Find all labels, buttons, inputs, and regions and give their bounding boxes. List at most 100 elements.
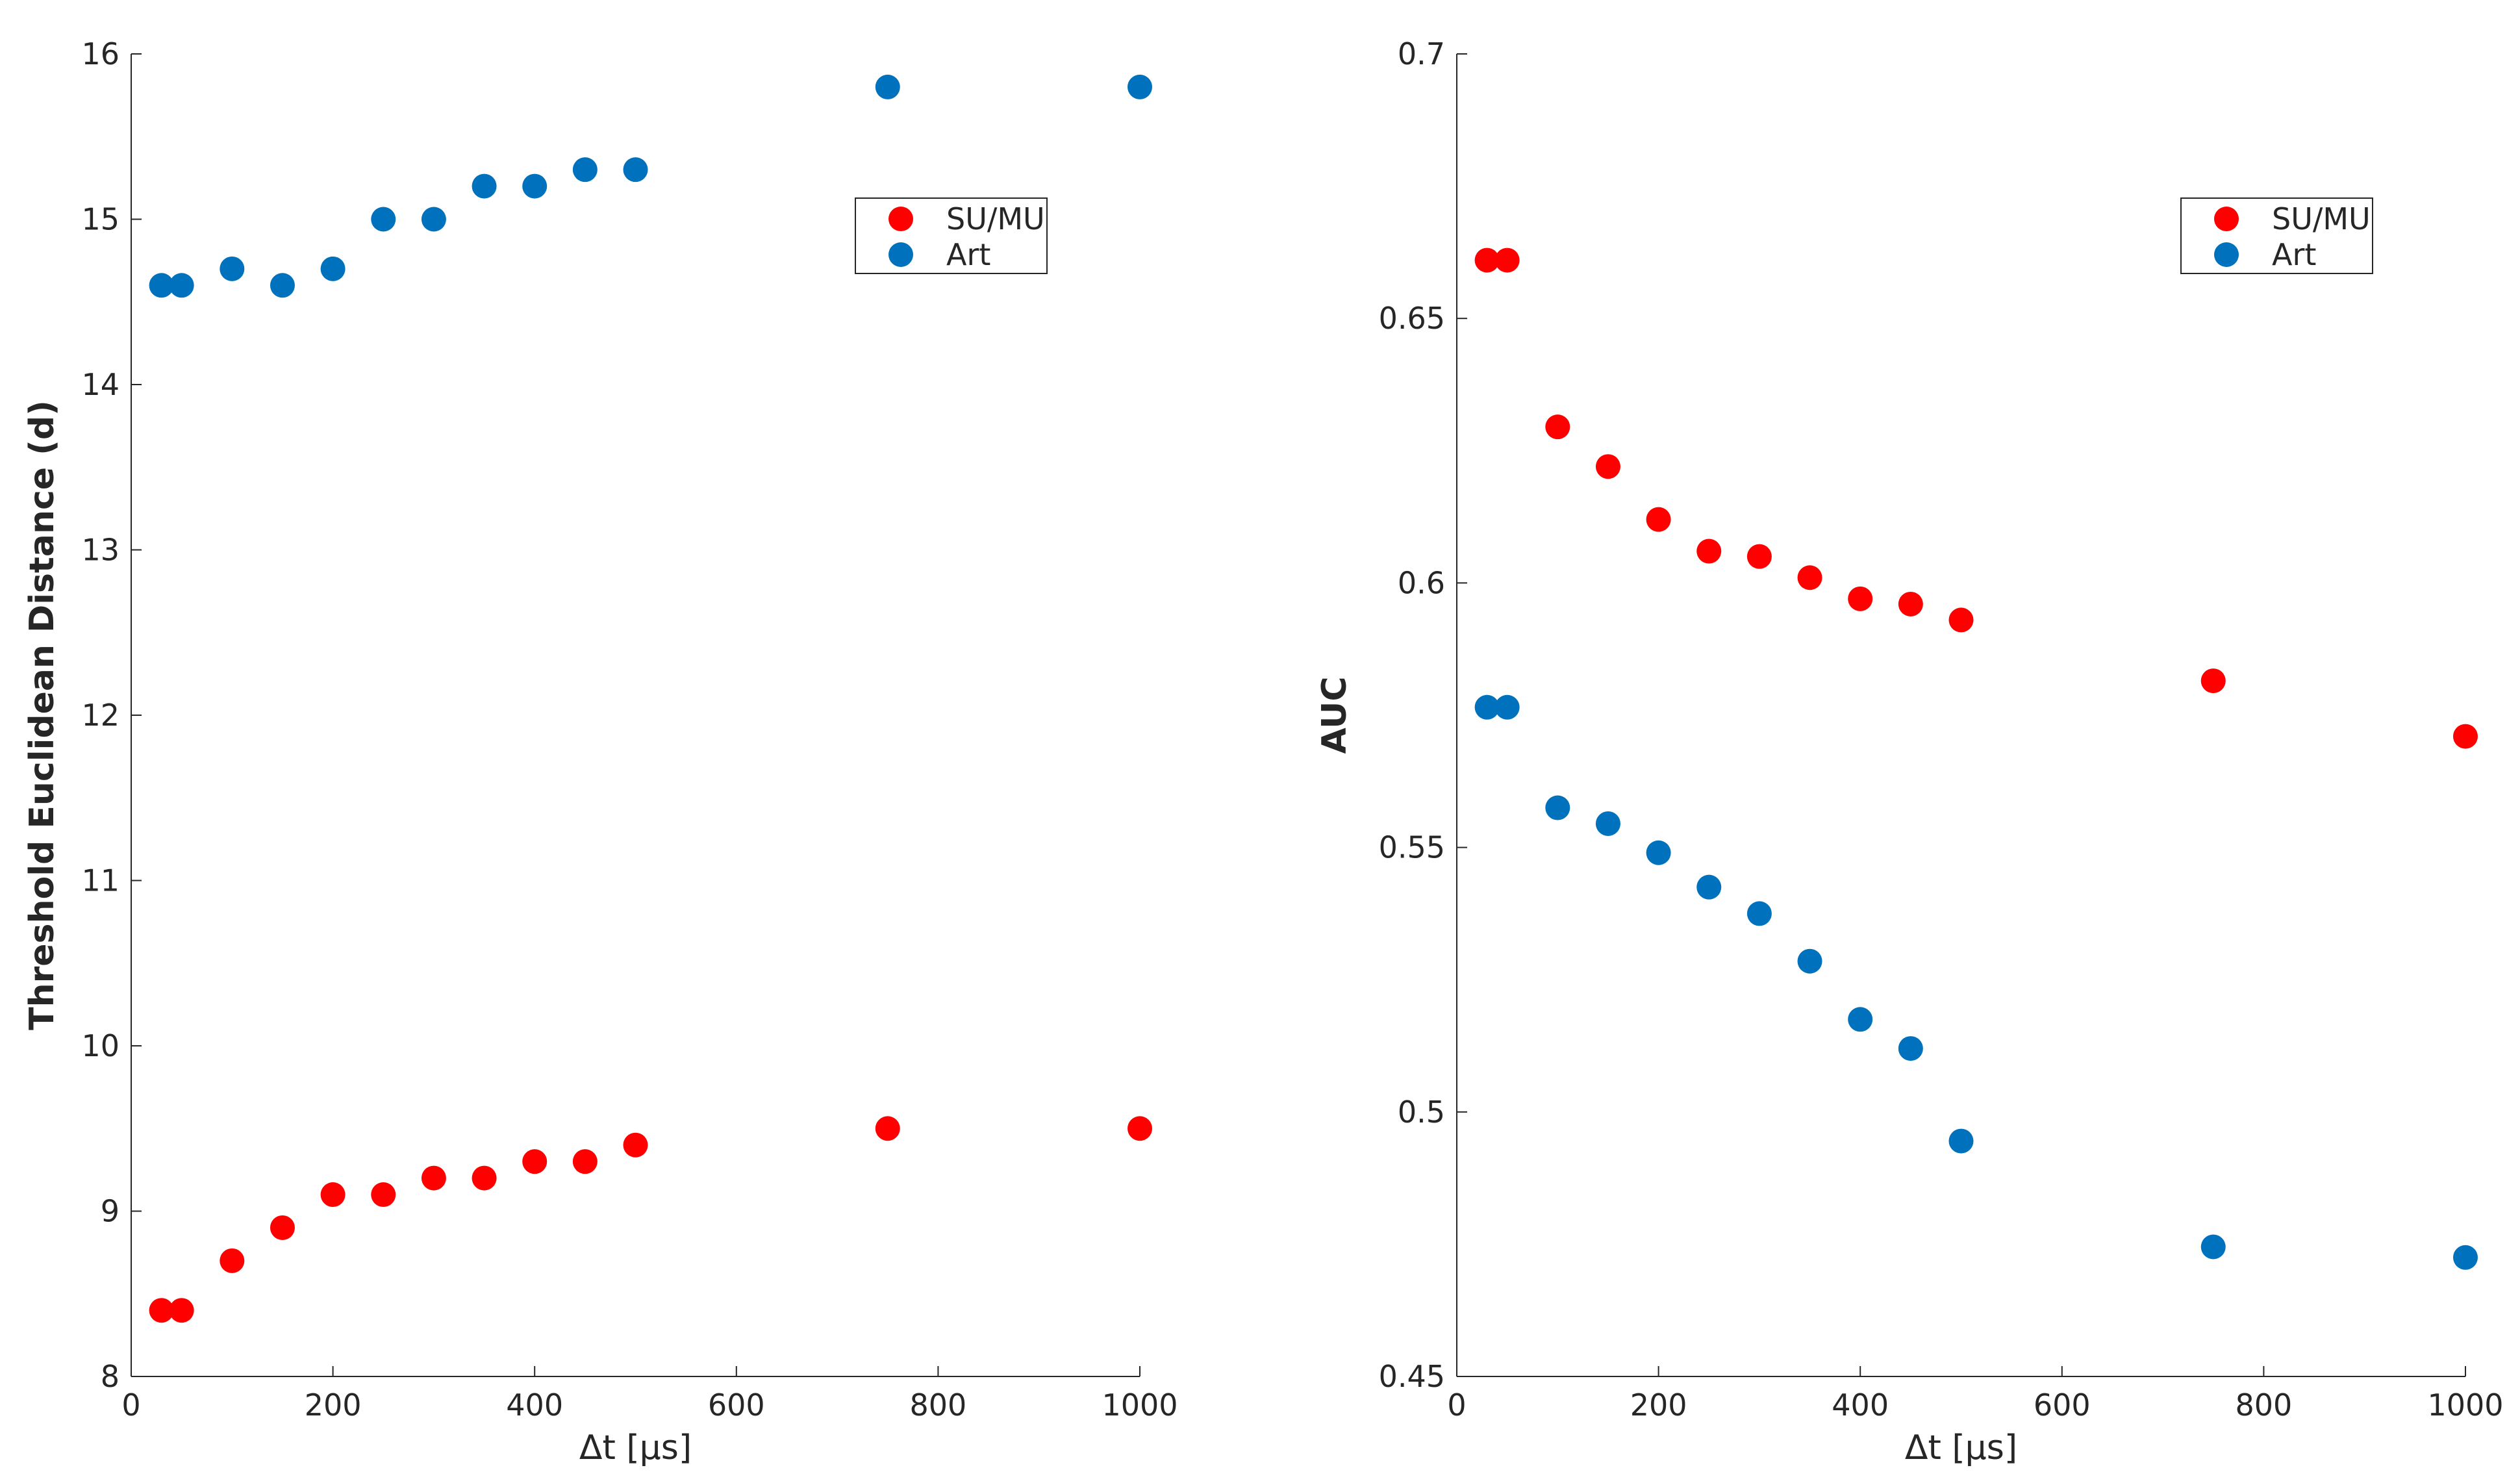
x-tick-label: 600 [2034, 1388, 2091, 1423]
data-point [371, 207, 396, 232]
y-axis-label: Threshold Euclidean Distance (d) [23, 400, 62, 1030]
data-point [1746, 544, 1772, 569]
data-point [1128, 1116, 1152, 1141]
x-tick-label: 800 [2235, 1388, 2292, 1423]
data-point [472, 173, 497, 199]
x-tick-label: 0 [1447, 1388, 1466, 1423]
data-point [623, 1132, 648, 1158]
data-point [1474, 694, 1500, 720]
data-point [572, 1149, 598, 1174]
y-tick-label: 0.45 [1379, 1359, 1445, 1394]
x-tick-label: 200 [305, 1388, 362, 1423]
y-tick-label: 8 [101, 1359, 120, 1394]
series-art [1474, 694, 2478, 1270]
x-tick-label: 800 [909, 1388, 966, 1423]
data-point [1948, 607, 1974, 633]
data-point [421, 207, 446, 232]
legend-entry: Art [2272, 237, 2316, 272]
data-point [1595, 811, 1620, 836]
data-point [1474, 247, 1500, 273]
legend-entry: SU/MU [2272, 201, 2371, 236]
data-point [169, 273, 194, 298]
data-point [1696, 539, 1722, 564]
series-art [149, 74, 1152, 298]
data-point [1494, 247, 1520, 273]
x-axis-label: Δt [µs] [579, 1428, 692, 1467]
data-point [2200, 668, 2226, 694]
x-tick-label: 400 [506, 1388, 563, 1423]
legend-box [2180, 197, 2373, 274]
data-point [270, 1215, 295, 1240]
data-point [1746, 901, 1772, 926]
series-su-mu [1474, 247, 2478, 749]
data-point [472, 1165, 497, 1191]
x-tick-label: 600 [708, 1388, 765, 1423]
data-point [320, 1182, 346, 1208]
data-point [1797, 565, 1822, 590]
data-point [1948, 1128, 1974, 1154]
data-point [1898, 1036, 1923, 1061]
data-point [623, 157, 648, 183]
y-axis-label: AUC [1315, 676, 1354, 754]
y-tick-label: 10 [81, 1028, 120, 1063]
data-point [1545, 414, 1570, 440]
chart-panel-2: 0 200 400 600 800 1000 0.45 0.5 0.55 0.6 0.65 0.7 Δt… [1315, 36, 2504, 1467]
data-point [169, 1298, 194, 1323]
data-point [421, 1165, 446, 1191]
data-point [1595, 454, 1620, 479]
x-tick-label: 0 [121, 1388, 140, 1423]
data-point [149, 1298, 174, 1323]
legend-entry: Art [946, 237, 990, 272]
data-point [371, 1182, 396, 1208]
data-point [572, 157, 598, 183]
x-tick-label: 1000 [1102, 1388, 1178, 1423]
data-point [875, 1116, 900, 1141]
y-tick-label: 14 [81, 367, 120, 402]
data-point [220, 1248, 245, 1273]
legend-marker [888, 242, 913, 267]
data-point [2200, 1234, 2226, 1260]
data-point [320, 256, 346, 281]
data-point [1545, 795, 1570, 820]
data-point [1848, 1007, 1873, 1032]
data-point [1898, 591, 1923, 616]
y-tick-label: 15 [81, 202, 120, 237]
y-tick-label: 0.55 [1379, 830, 1445, 865]
y-tick-label: 13 [81, 533, 120, 568]
data-point [2453, 1245, 2478, 1270]
data-point [1646, 507, 1671, 532]
data-point [875, 74, 900, 99]
y-tick-label: 0.65 [1379, 301, 1445, 336]
chart-panel-1: 0 200 400 600 800 1000 8 9 10 11 12 13 14 15 16 Δt [µs]… [23, 36, 1178, 1467]
legend-marker [888, 207, 913, 231]
legend-box [855, 197, 1048, 274]
x-tick-label: 200 [1630, 1388, 1687, 1423]
x-tick-label: 400 [1832, 1388, 1889, 1423]
y-tick-label: 16 [81, 36, 120, 71]
y-tick-label: 0.6 [1398, 565, 1445, 600]
data-point [270, 273, 295, 298]
y-tick-label: 9 [101, 1194, 120, 1229]
data-point [1646, 840, 1671, 865]
data-point [1128, 74, 1152, 99]
data-point [1696, 874, 1722, 900]
data-point [220, 256, 245, 281]
data-point [1494, 694, 1520, 720]
legend-entry: SU/MU [946, 201, 1045, 236]
x-axis-label: Δt [µs] [1905, 1428, 2017, 1467]
data-point [522, 173, 548, 199]
data-point [1848, 586, 1873, 611]
data-point [149, 273, 174, 298]
data-point [1797, 948, 1822, 974]
legend-marker [2214, 207, 2239, 231]
y-tick-label: 0.7 [1398, 36, 1445, 71]
series-su-mu [149, 1116, 1152, 1323]
data-point [522, 1149, 548, 1174]
x-tick-label: 1000 [2427, 1388, 2503, 1423]
y-tick-label: 11 [81, 863, 120, 898]
legend-marker [2214, 242, 2239, 267]
y-tick-label: 12 [81, 698, 120, 733]
data-point [2453, 724, 2478, 749]
